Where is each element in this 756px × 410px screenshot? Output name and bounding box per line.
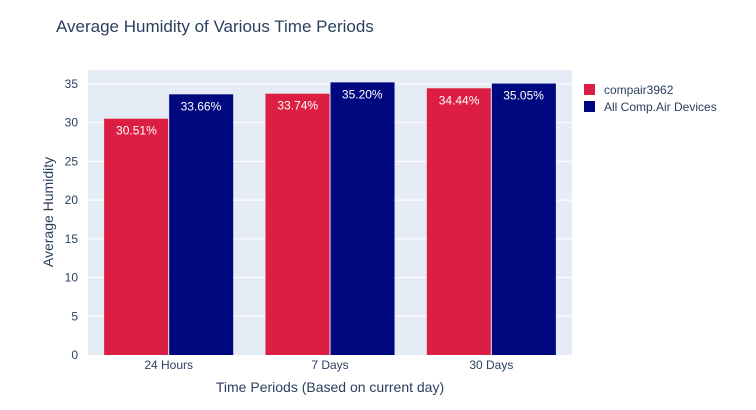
gridlines [88,83,572,317]
x-tick-label: 24 Hours [144,358,193,372]
legend-label: All Comp.Air Devices [604,100,717,114]
x-tick-label: 7 Days [311,358,348,372]
bar-data-label: 34.44% [439,93,480,107]
y-tick-label: 0 [71,348,78,362]
legend-swatch [584,101,595,112]
y-tick-label: 5 [71,309,78,323]
bar-data-label: 33.66% [181,99,222,113]
bar-data-label: 35.05% [503,89,544,103]
y-tick-label: 35 [65,77,79,91]
bars [104,82,556,356]
y-tick-label: 25 [65,154,79,168]
plot-area [88,70,572,355]
bar[interactable] [426,88,491,356]
y-tick-label: 30 [65,116,79,130]
bar[interactable] [265,93,330,356]
bar[interactable] [104,118,169,355]
bar-data-label: 35.20% [342,87,383,101]
bar[interactable] [330,82,395,356]
chart-title: Average Humidity of Various Time Periods [56,17,374,36]
y-axis-title: Average Humidity [40,157,56,267]
legend-label: compair3962 [604,83,674,97]
bar-data-label: 30.51% [116,124,157,138]
legend: compair3962 All Comp.Air Devices [584,83,717,114]
bar-data-label: 33.74% [277,99,318,113]
y-tick-label: 15 [65,232,79,246]
bar[interactable] [491,83,556,356]
y-axis-ticks: 0 5 10 15 20 25 30 35 [65,77,79,362]
legend-swatch [584,84,595,95]
bar[interactable] [169,94,234,355]
x-axis-title: Time Periods (Based on current day) [216,379,444,395]
legend-item-all-comp-air-devices[interactable]: All Comp.Air Devices [584,100,717,114]
y-tick-label: 10 [65,271,79,285]
bar-labels: 30.51% 33.66% 33.74% 35.20% 34.44% 35.05% [116,87,544,137]
legend-item-compair3962[interactable]: compair3962 [584,83,674,97]
x-axis-ticks: 24 Hours 7 Days 30 Days [144,358,513,372]
x-tick-label: 30 Days [469,358,513,372]
y-tick-label: 20 [65,193,79,207]
